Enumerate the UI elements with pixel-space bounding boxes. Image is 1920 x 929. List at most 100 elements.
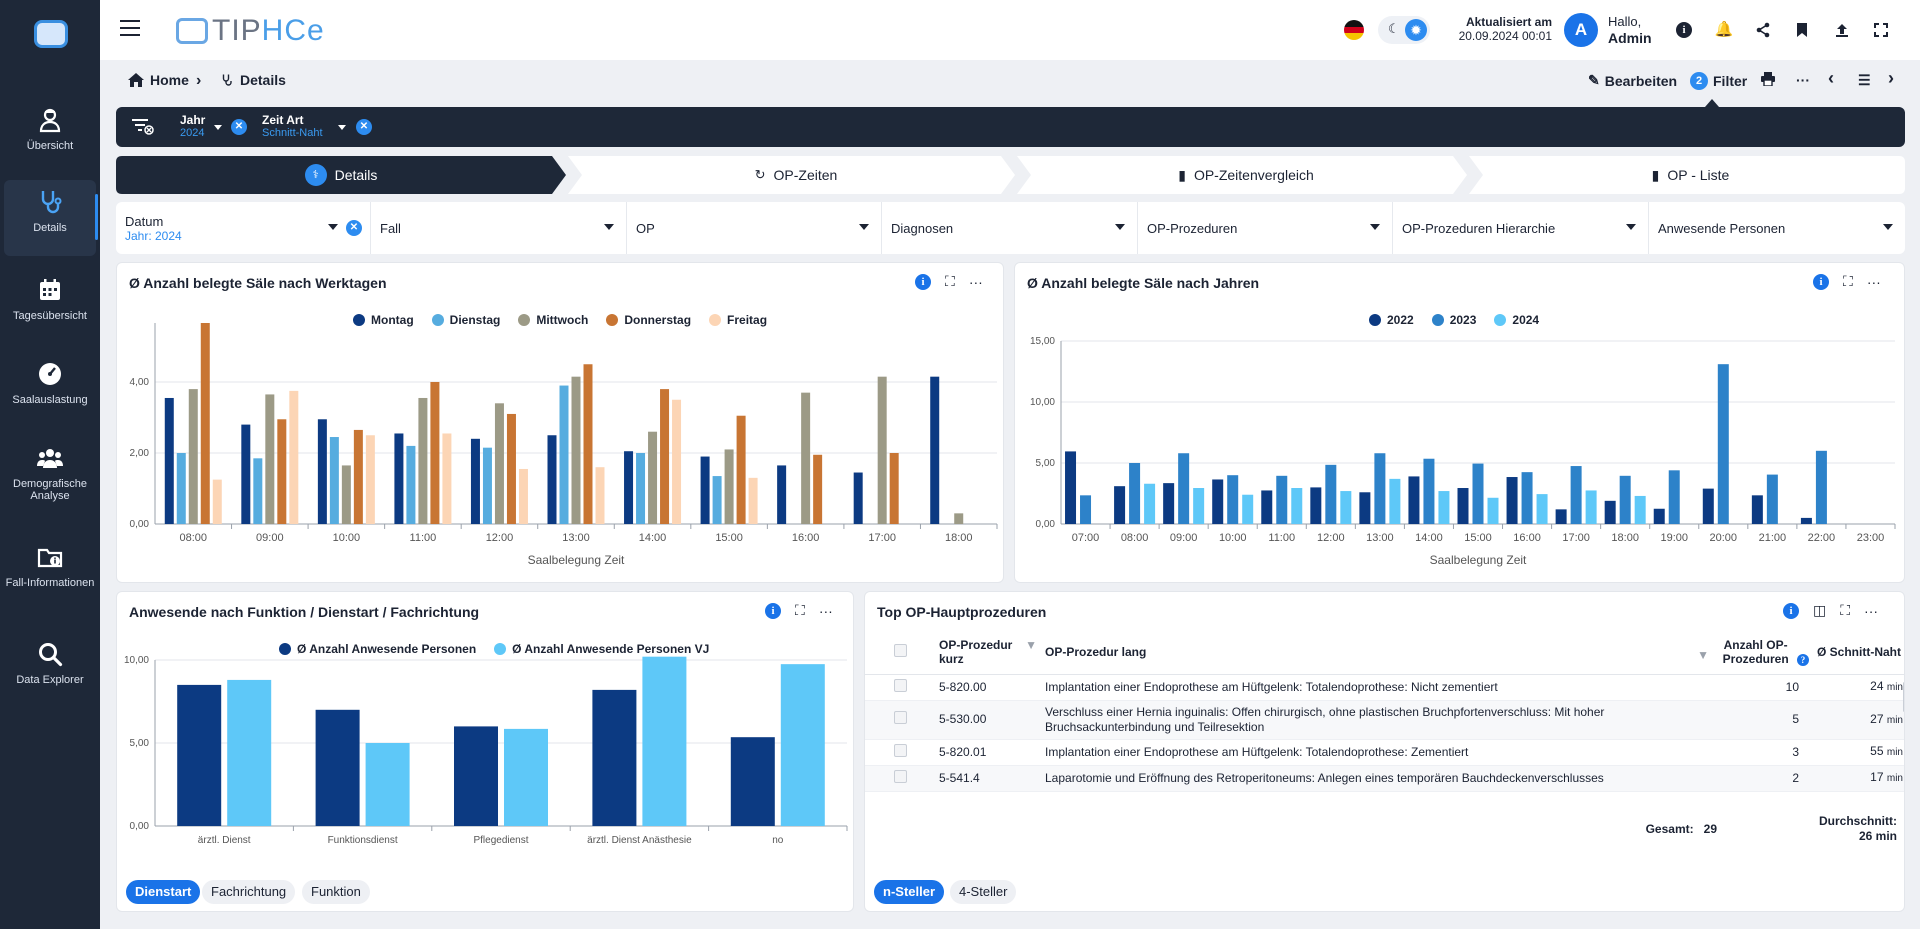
legend-item[interactable]: Dienstag — [431, 313, 500, 327]
bar[interactable] — [1536, 494, 1548, 524]
tab-details[interactable]: ⚕ Details — [116, 156, 566, 194]
bar[interactable] — [1800, 517, 1812, 524]
bar[interactable] — [877, 376, 887, 524]
bar[interactable] — [813, 454, 823, 524]
bar[interactable] — [1751, 495, 1763, 524]
bar[interactable] — [177, 684, 222, 826]
bar[interactable] — [1702, 488, 1714, 524]
app-logo[interactable] — [34, 20, 68, 48]
legend-item[interactable]: 2022 — [1369, 313, 1414, 327]
bar[interactable] — [700, 456, 710, 524]
bar[interactable] — [780, 664, 825, 826]
chevron-down-icon[interactable] — [338, 125, 346, 130]
bar[interactable] — [365, 743, 410, 826]
filter-icon[interactable]: ▼ — [1697, 648, 1709, 662]
expand-icon[interactable]: ⛶ — [1840, 602, 1851, 618]
bar[interactable] — [442, 433, 452, 524]
bar[interactable] — [1227, 475, 1239, 524]
bar[interactable] — [241, 424, 251, 524]
bar[interactable] — [482, 447, 492, 524]
bar[interactable] — [1144, 483, 1156, 524]
chevron-right-nav-icon[interactable]: › — [1888, 68, 1894, 88]
avatar[interactable]: A — [1564, 13, 1598, 47]
bar[interactable] — [1766, 474, 1778, 524]
select-fall[interactable]: Fall — [371, 202, 627, 254]
print-icon[interactable] — [1760, 72, 1776, 86]
bar[interactable] — [1457, 488, 1469, 524]
bar[interactable] — [1261, 490, 1273, 524]
bar[interactable] — [1668, 470, 1680, 524]
pill-fachrichtung[interactable]: Fachrichtung — [202, 880, 296, 904]
bar[interactable] — [1423, 458, 1435, 524]
bar[interactable] — [648, 431, 658, 524]
select-datum[interactable]: Datum Jahr: 2024 ✕ — [116, 202, 371, 254]
more-icon[interactable]: ··· — [818, 602, 833, 619]
bar[interactable] — [736, 415, 746, 524]
bar[interactable] — [571, 376, 581, 524]
bar[interactable] — [164, 397, 174, 524]
chevron-down-icon[interactable] — [604, 224, 614, 230]
bar[interactable] — [1389, 478, 1401, 524]
bar[interactable] — [1193, 488, 1205, 524]
filter-icon[interactable]: ▼ — [1025, 638, 1037, 652]
bar[interactable] — [504, 728, 548, 826]
bar[interactable] — [1487, 497, 1499, 524]
bar[interactable] — [506, 413, 516, 524]
legend-item[interactable]: Donnerstag — [606, 313, 691, 327]
share-icon[interactable] — [1751, 18, 1775, 42]
bar[interactable] — [1212, 479, 1224, 524]
select-all-checkbox[interactable] — [893, 643, 907, 657]
bar[interactable] — [595, 467, 605, 524]
remove-filter-zeit-art-button[interactable]: ✕ — [356, 119, 372, 135]
pill-dienstart[interactable]: Dienstart — [126, 880, 201, 904]
bar[interactable] — [200, 323, 210, 524]
bar[interactable] — [1163, 483, 1175, 524]
bar[interactable] — [494, 403, 504, 524]
bar[interactable] — [418, 397, 428, 524]
bar[interactable] — [1325, 464, 1337, 524]
bar[interactable] — [470, 438, 480, 524]
more-icon[interactable]: ··· — [1866, 273, 1881, 290]
bar[interactable] — [1291, 488, 1303, 524]
bar[interactable] — [748, 477, 758, 524]
bar[interactable] — [660, 389, 670, 524]
clear-datum-button[interactable]: ✕ — [346, 220, 362, 236]
chevron-left-icon[interactable]: ‹ — [1828, 68, 1834, 88]
bar[interactable] — [724, 449, 734, 524]
bar[interactable] — [1114, 486, 1126, 524]
select-diagnosen[interactable]: Diagnosen — [882, 202, 1138, 254]
bar[interactable] — [559, 385, 569, 524]
bar[interactable] — [547, 435, 557, 524]
info-icon[interactable]: i — [765, 602, 781, 619]
bar[interactable] — [1717, 364, 1729, 524]
bar[interactable] — [672, 399, 682, 524]
bar[interactable] — [341, 465, 351, 524]
bar[interactable] — [1585, 490, 1597, 524]
column-header-schnitt-naht[interactable]: Ø Schnitt-Naht — [1817, 644, 1901, 659]
bar[interactable] — [1080, 495, 1092, 524]
bar[interactable] — [406, 445, 416, 524]
bar[interactable] — [253, 458, 263, 524]
column-header-anzahl[interactable]: Anzahl OP-Prozeduren — [1722, 637, 1789, 666]
info-icon[interactable]: i — [915, 273, 931, 290]
expand-icon[interactable]: ⛶ — [795, 602, 805, 618]
sidebar-item-data-explorer[interactable]: Data Explorer — [4, 632, 96, 722]
table-row[interactable]: 5-530.00 Verschluss einer Hernia inguinal… — [865, 700, 1904, 740]
more-icon[interactable]: ··· — [1864, 602, 1879, 619]
row-checkbox[interactable] — [893, 678, 907, 692]
german-flag-icon[interactable] — [1344, 20, 1364, 40]
upload-icon[interactable] — [1830, 18, 1854, 42]
chevron-down-icon[interactable] — [859, 224, 869, 230]
row-checkbox[interactable] — [893, 711, 907, 724]
bar[interactable] — [212, 479, 222, 524]
bar[interactable] — [1065, 451, 1077, 524]
bar[interactable] — [1408, 476, 1420, 524]
legend-item[interactable]: Mittwoch — [518, 313, 588, 327]
legend-item[interactable]: Montag — [353, 313, 414, 327]
sidebar-item-fall-informationen[interactable]: Fall-Informationen — [4, 535, 96, 625]
bar[interactable] — [1815, 450, 1827, 524]
column-header-kurz[interactable]: OP-Prozedur kurz — [939, 637, 1013, 666]
pill-n-steller[interactable]: n-Steller — [874, 880, 945, 904]
list-icon[interactable]: ☰ — [1858, 72, 1871, 88]
bar[interactable] — [712, 476, 722, 524]
